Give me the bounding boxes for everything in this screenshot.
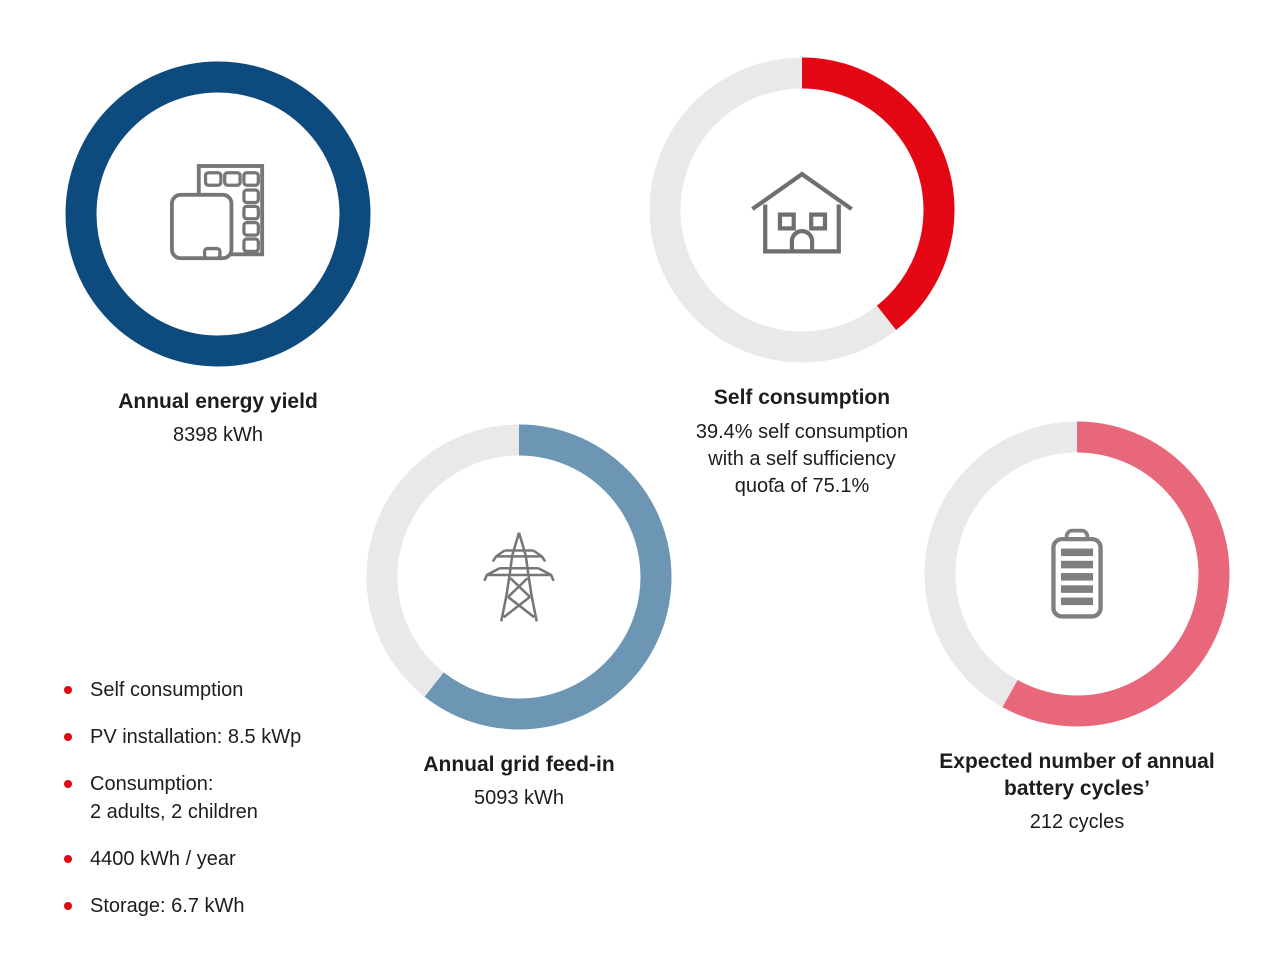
bullet-dot-icon [64, 686, 72, 694]
list-item: Self consumption [64, 676, 301, 704]
battery-icon [924, 421, 1230, 727]
donut-value-arc [924, 421, 1230, 727]
desc-line-1: 39.4% self consumption [695, 421, 909, 443]
self-consumption-description: 39.4% self consumption with a self suffi… [622, 419, 982, 500]
desc-line-2: with a self sufficiency [708, 448, 896, 470]
donut-self-consumption [649, 57, 955, 363]
donut-ring-self-consumption [649, 57, 955, 363]
donut-value-arc [366, 424, 672, 730]
chart-value-annual-energy-yield: 8398 kWh [172, 424, 264, 446]
chart-title-annual-grid-feed-in: Annual grid feed-in [423, 753, 615, 776]
list-item: PV installation: 8.5 kWp [64, 723, 301, 751]
donut-annual-grid-feed-in [366, 424, 672, 730]
donut-ring-annual-energy-yield [65, 61, 371, 367]
note-text: Consumption: 2 adults, 2 children [90, 770, 258, 826]
house-icon-glyph [751, 171, 853, 254]
desc-line-3: quota of 75.1% [734, 475, 870, 497]
donut-ring-annual-grid-feed-in [366, 424, 672, 730]
note-text: Self consumption [90, 679, 244, 701]
donut-value-arc [649, 57, 955, 363]
house-icon [649, 57, 955, 363]
donut-annual-energy-yield [65, 61, 371, 367]
note-text: 4400 kWh / year [90, 848, 236, 870]
list-item: 4400 kWh / year [64, 845, 301, 873]
list-item: Consumption: 2 adults, 2 children [64, 770, 301, 826]
bullet-dot-icon [64, 855, 72, 863]
chart-title-battery-cycles: Expected number of annual battery cycles… [897, 748, 1257, 802]
title-line-1: Expected number of annual [939, 750, 1215, 773]
stray-hyphen-artifact: - [770, 467, 777, 489]
note-text: Storage: 6.7 kWh [90, 895, 245, 917]
battery-icon-glyph [1051, 528, 1103, 619]
chart-self-consumption: Self consumption 39.4% self consumption … [622, 57, 982, 500]
donut-value-arc [65, 61, 371, 367]
power-pylon-icon-glyph [483, 531, 555, 622]
pv-inverter-icon-glyph [170, 164, 265, 261]
donut-battery-cycles [924, 421, 1230, 727]
chart-value-battery-cycles: 212 cycles [1029, 811, 1125, 833]
chart-value-annual-grid-feed-in: 5093 kWh [473, 787, 565, 809]
list-item: Storage: 6.7 kWh [64, 892, 301, 920]
donut-ring-battery-cycles [924, 421, 1230, 727]
note-text: PV installation: 8.5 kWp [90, 726, 302, 748]
power-pylon-icon [366, 424, 672, 730]
chart-annual-grid-feed-in: Annual grid feed-in 5093 kWh [339, 424, 699, 810]
pv-inverter-icon [65, 61, 371, 367]
chart-battery-cycles: Expected number of annual battery cycles… [897, 421, 1257, 834]
chart-title-self-consumption: Self consumption [713, 386, 891, 409]
system-notes-list: Self consumption PV installation: 8.5 kW… [64, 676, 301, 939]
note-line-1: Consumption: [90, 773, 214, 795]
bullet-dot-icon [64, 733, 72, 741]
chart-annual-energy-yield: Annual energy yield 8398 kWh [38, 61, 398, 447]
note-line-2: 2 adults, 2 children [90, 801, 258, 823]
bullet-dot-icon [64, 902, 72, 910]
chart-title-annual-energy-yield: Annual energy yield [118, 390, 318, 413]
bullet-dot-icon [64, 780, 72, 788]
title-line-2: battery cycles’ [1004, 777, 1150, 800]
